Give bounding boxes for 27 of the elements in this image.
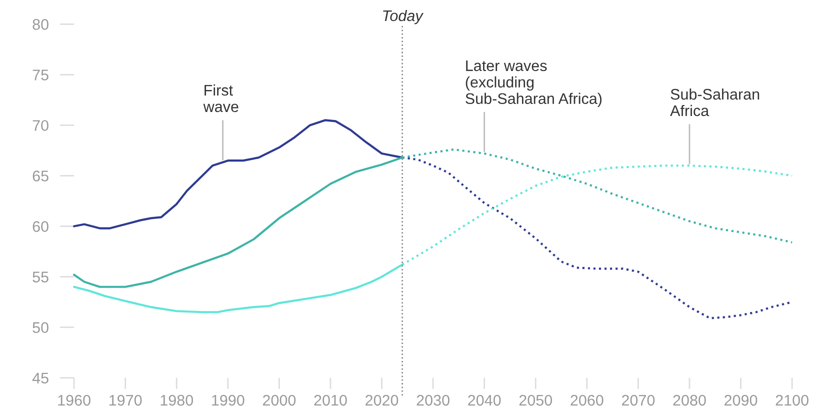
y-tick-label: 65 [32, 170, 48, 182]
y-tick-label: 50 [32, 322, 48, 333]
y-tick-label: 55 [32, 272, 48, 282]
y-tick-label: 45 [32, 372, 48, 384]
x-tick-label: 2030 [416, 394, 450, 406]
x-tick-label: 1980 [160, 394, 194, 406]
y-tick-label: 80 [32, 19, 48, 30]
y-tick-label: 75 [32, 70, 48, 80]
x-tick-label: 2090 [724, 394, 758, 406]
x-tick-label: 2040 [468, 394, 501, 406]
x-tick-label: 2070 [622, 394, 655, 406]
ref-line-label: Today [383, 10, 424, 24]
x-tick-label: 2010 [314, 394, 347, 406]
annotation: Later waves (excluding Sub-Saharan Africa) [466, 60, 602, 108]
x-tick-label: 1960 [58, 394, 90, 406]
y-tick-label: 60 [32, 221, 48, 232]
x-tick-label: 2080 [673, 394, 706, 406]
x-tick-label: 2100 [776, 394, 808, 406]
x-tick-label: 1990 [212, 394, 244, 406]
x-tick-label: 2050 [519, 394, 552, 406]
x-tick-label: 2060 [570, 394, 604, 406]
annotation: Sub-Saharan Africa [670, 88, 760, 116]
y-tick-label: 70 [32, 120, 48, 131]
annotation: First wave [203, 84, 238, 112]
x-tick-label: 1970 [110, 394, 142, 406]
x-tick-label: 2000 [262, 394, 296, 406]
x-tick-label: 2020 [366, 394, 398, 406]
